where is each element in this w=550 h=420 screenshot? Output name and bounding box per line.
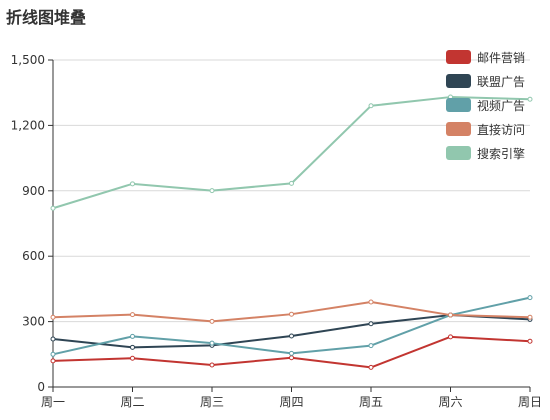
data-point: [368, 343, 374, 349]
legend-swatch: [446, 146, 471, 160]
legend-label: 搜索引擎: [477, 146, 526, 161]
legend-swatch: [446, 98, 471, 112]
data-point: [209, 340, 215, 346]
legend-item[interactable]: 邮件营销: [446, 49, 525, 65]
data-point: [50, 351, 56, 357]
x-tick-label: 周六: [438, 395, 462, 409]
legend-item[interactable]: 视频广告: [446, 97, 525, 113]
x-tick-label: 周一: [41, 395, 65, 409]
data-point: [289, 180, 294, 186]
data-point: [368, 103, 374, 109]
y-tick-label: 1,200: [11, 118, 45, 132]
data-point: [527, 314, 533, 320]
legend-swatch: [446, 74, 471, 88]
data-point: [209, 318, 215, 324]
y-tick-label: 300: [22, 315, 45, 329]
series-line: [52, 314, 531, 349]
data-point: [130, 344, 135, 350]
data-point: [289, 311, 294, 317]
y-tick-label: 600: [22, 249, 45, 263]
data-point: [209, 188, 215, 194]
legend-item[interactable]: 搜索引擎: [446, 145, 525, 161]
data-point: [50, 336, 56, 342]
data-point: [50, 205, 56, 211]
data-point: [527, 96, 533, 102]
y-tick-label: 900: [22, 184, 45, 198]
chart-title: 折线图堆叠: [6, 8, 87, 27]
data-point: [289, 355, 294, 361]
data-point: [289, 350, 294, 356]
x-tick-label: 周五: [359, 395, 383, 409]
data-point: [368, 364, 374, 370]
legend-item[interactable]: 联盟广告: [446, 73, 525, 89]
data-point: [130, 181, 135, 187]
x-tick-label: 周日: [518, 395, 542, 409]
data-point: [448, 334, 453, 340]
y-tick-label: 1,500: [11, 53, 45, 67]
data-point: [527, 338, 533, 344]
data-point: [368, 321, 374, 327]
x-tick-label: 周四: [279, 395, 303, 409]
legend-label: 直接访问: [477, 122, 526, 137]
legend-swatch: [446, 122, 471, 136]
data-point: [50, 358, 56, 364]
data-point: [448, 312, 453, 318]
x-tick-label: 周二: [120, 395, 144, 409]
data-point: [130, 333, 135, 339]
data-point: [50, 314, 56, 320]
legend-item[interactable]: 直接访问: [446, 121, 525, 137]
data-point: [527, 295, 533, 301]
data-point: [130, 312, 135, 318]
legend-label: 邮件营销: [477, 50, 526, 65]
legend-label: 联盟广告: [477, 74, 526, 89]
data-point: [289, 333, 294, 339]
data-point: [368, 299, 374, 305]
legend-swatch: [446, 50, 471, 64]
data-point: [130, 355, 135, 361]
series-line: [52, 300, 531, 323]
data-point: [209, 362, 215, 368]
legend-label: 视频广告: [477, 98, 526, 113]
y-tick-label: 0: [37, 380, 45, 394]
x-tick-label: 周三: [200, 395, 224, 409]
